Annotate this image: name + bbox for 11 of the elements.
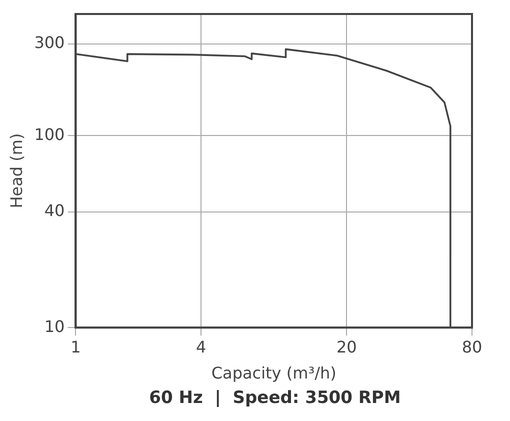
y-tick-label: 300 [34,33,65,52]
x-axis-title: Capacity (m³/h) [211,364,336,383]
x-tick-label: 4 [196,337,206,356]
x-tick-label: 80 [462,337,482,356]
x-tick-label: 1 [70,337,81,356]
x-tick-label: 20 [336,337,357,356]
text: 60 Hz | Speed: 3500 RPM [148,388,402,408]
y-tick-label: 10 [44,316,65,336]
y-tick-label: 40 [44,201,65,220]
y-tick-label: 100 [34,124,65,144]
y-axis-title: Head (m) [6,133,26,208]
